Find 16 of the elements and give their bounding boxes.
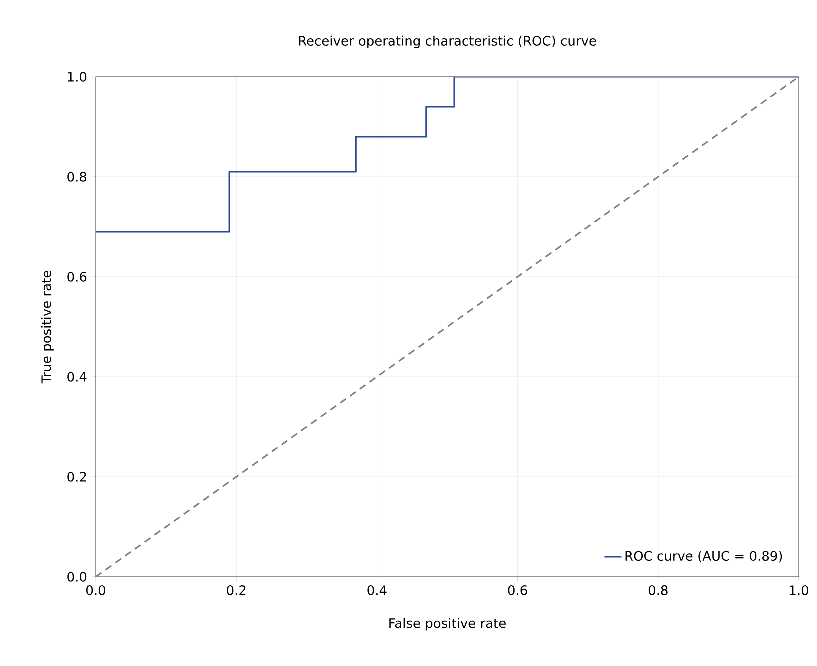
y-tick-label: 0.4: [68, 372, 87, 382]
x-tick-label: 1.0: [790, 586, 808, 596]
chart-title: Receiver operating characteristic (ROC) curve: [299, 36, 596, 48]
y-tick-label: 0.6: [68, 272, 87, 282]
x-tick-label: 0.2: [227, 586, 246, 596]
x-tick-label: 0.8: [648, 586, 668, 596]
x-tick-label: 0.4: [368, 586, 387, 596]
y-tick-label: 0.8: [68, 172, 87, 182]
x-axis-title: False positive rate: [390, 618, 506, 631]
y-tick-label: 0.0: [68, 572, 87, 582]
y-tick-label: 0.2: [68, 472, 86, 482]
y-tick-label: 1.0: [68, 72, 87, 82]
legend-label: ROC curve (AUC = 0.89): [626, 551, 782, 563]
x-tick-label: 0.0: [86, 586, 106, 596]
y-axis-title: True positive rate: [41, 271, 54, 384]
x-tick-label: 0.6: [508, 586, 528, 596]
